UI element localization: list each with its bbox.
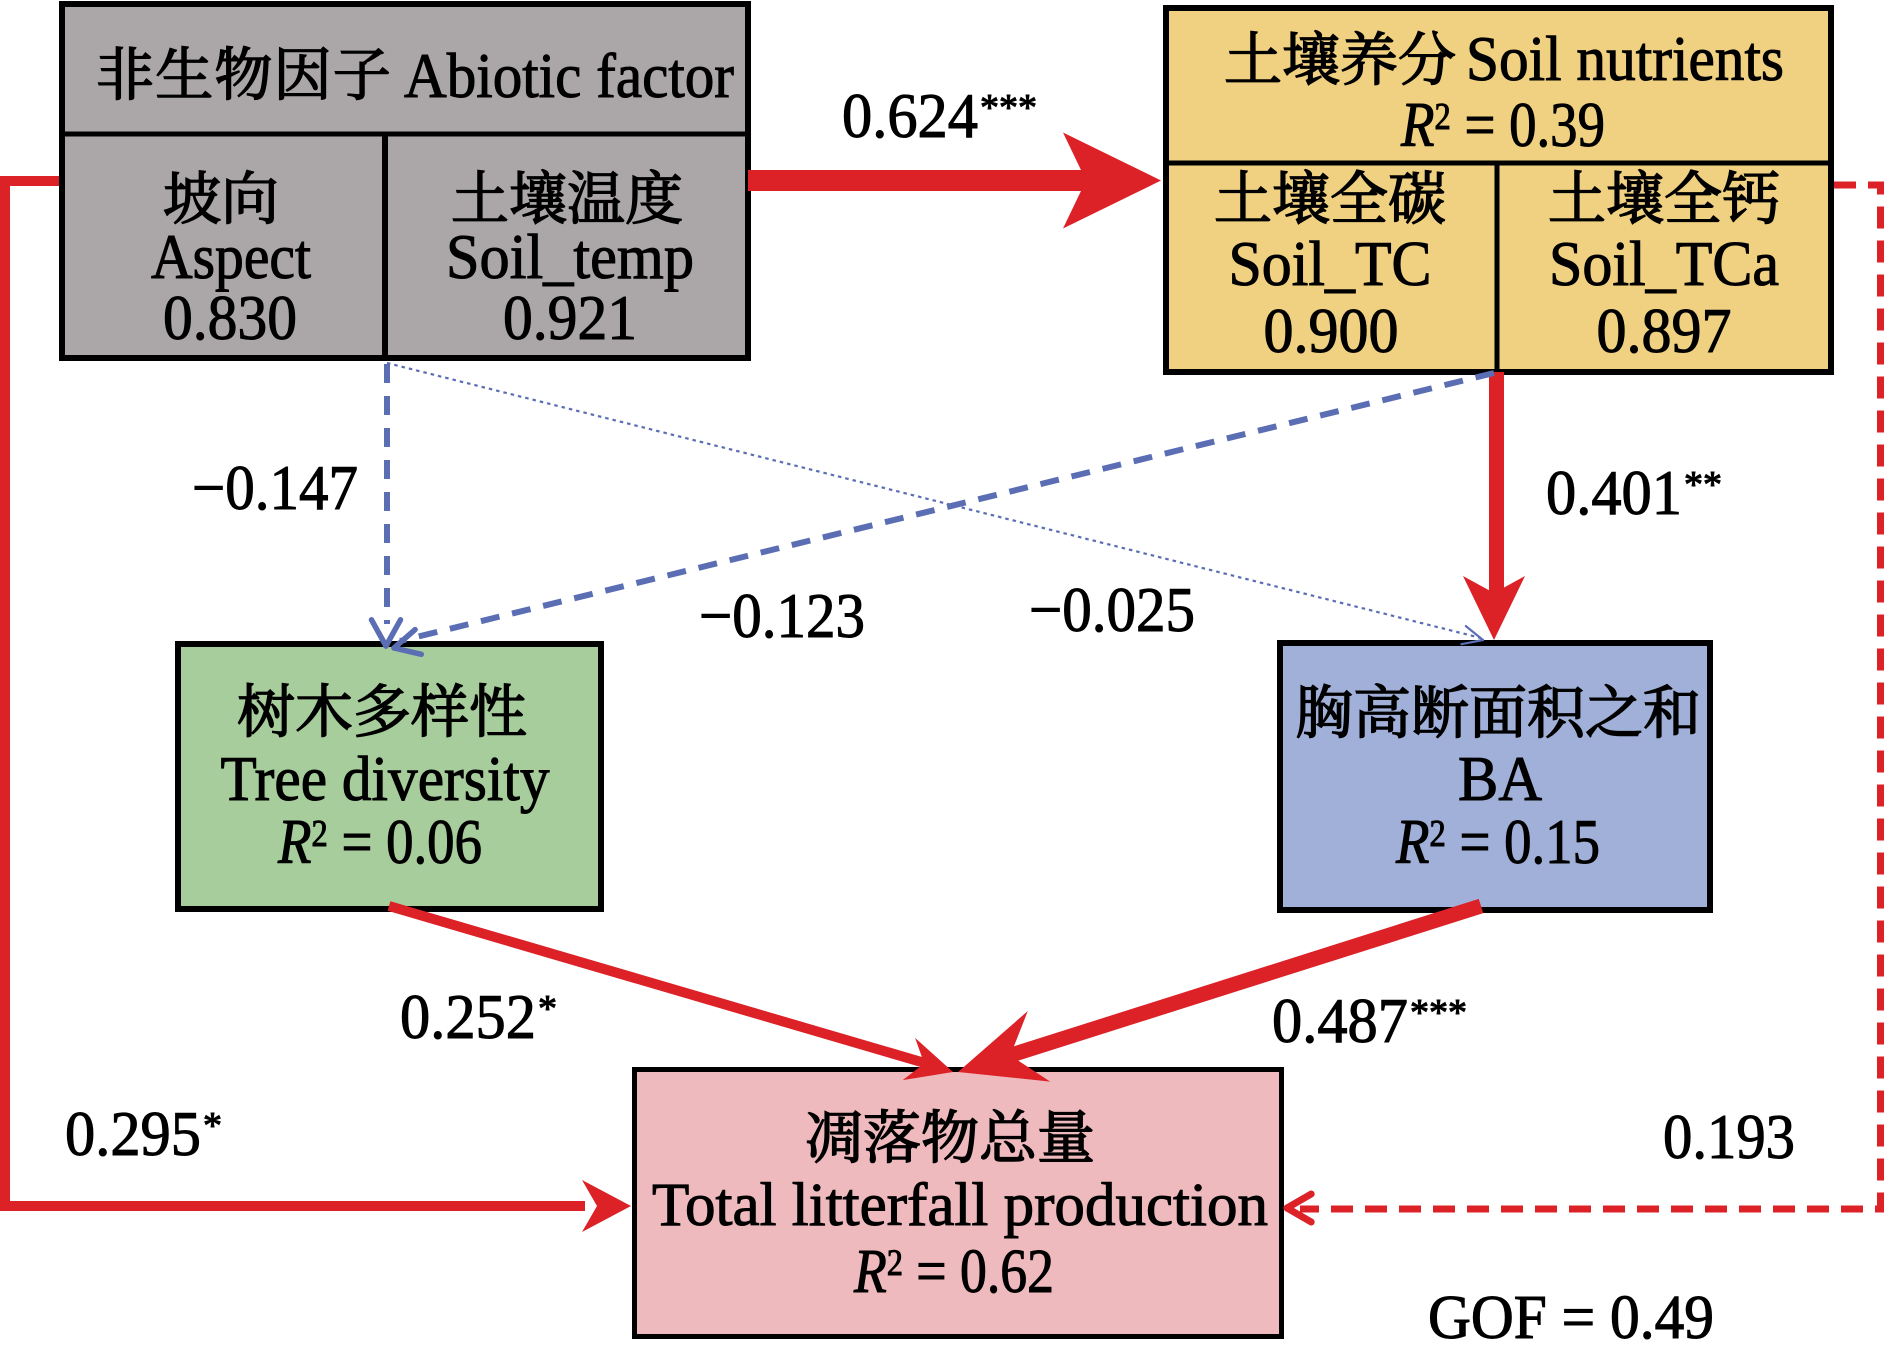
svg-text:−0.147: −0.147 [192, 452, 358, 523]
svg-text:*: * [538, 988, 557, 1030]
svg-text:Aspect: Aspect [151, 221, 311, 292]
svg-text:Soil nutrients: Soil nutrients [1466, 23, 1784, 94]
svg-text:0.921: 0.921 [503, 282, 637, 353]
svg-text:0.897: 0.897 [1597, 295, 1732, 366]
svg-text:0.624: 0.624 [842, 80, 978, 151]
svg-text:−0.025: −0.025 [1029, 574, 1195, 645]
svg-text:0.193: 0.193 [1663, 1101, 1795, 1172]
svg-text:R2 = 0.06: R2 = 0.06 [277, 806, 482, 877]
svg-text:Soil_TC: Soil_TC [1229, 228, 1432, 299]
svg-text:Soil_temp: Soil_temp [446, 221, 694, 292]
svg-text:0.900: 0.900 [1264, 295, 1399, 366]
svg-text:BA: BA [1458, 743, 1542, 814]
svg-text:−0.123: −0.123 [699, 580, 865, 651]
svg-text:Total litterfall production: Total litterfall production [652, 1172, 1268, 1239]
svg-text:R2 = 0.39: R2 = 0.39 [1400, 89, 1605, 160]
svg-text:R2 = 0.62: R2 = 0.62 [853, 1238, 1054, 1306]
svg-text:0.252: 0.252 [400, 981, 536, 1052]
svg-text:***: *** [1410, 992, 1467, 1034]
svg-text:GOF = 0.49: GOF = 0.49 [1428, 1284, 1714, 1346]
svg-text:***: *** [980, 87, 1037, 129]
svg-text:Tree diversity: Tree diversity [221, 743, 550, 814]
svg-text:0.401: 0.401 [1546, 457, 1682, 528]
svg-text:*: * [203, 1105, 222, 1147]
svg-text:0.830: 0.830 [163, 282, 297, 353]
svg-text:R2 = 0.15: R2 = 0.15 [1395, 806, 1600, 877]
svg-text:Abiotic factor: Abiotic factor [404, 40, 734, 111]
svg-text:0.487: 0.487 [1272, 985, 1408, 1056]
svg-text:Soil_TCa: Soil_TCa [1549, 228, 1779, 299]
svg-text:**: ** [1684, 464, 1722, 506]
svg-text:0.295: 0.295 [65, 1098, 201, 1169]
